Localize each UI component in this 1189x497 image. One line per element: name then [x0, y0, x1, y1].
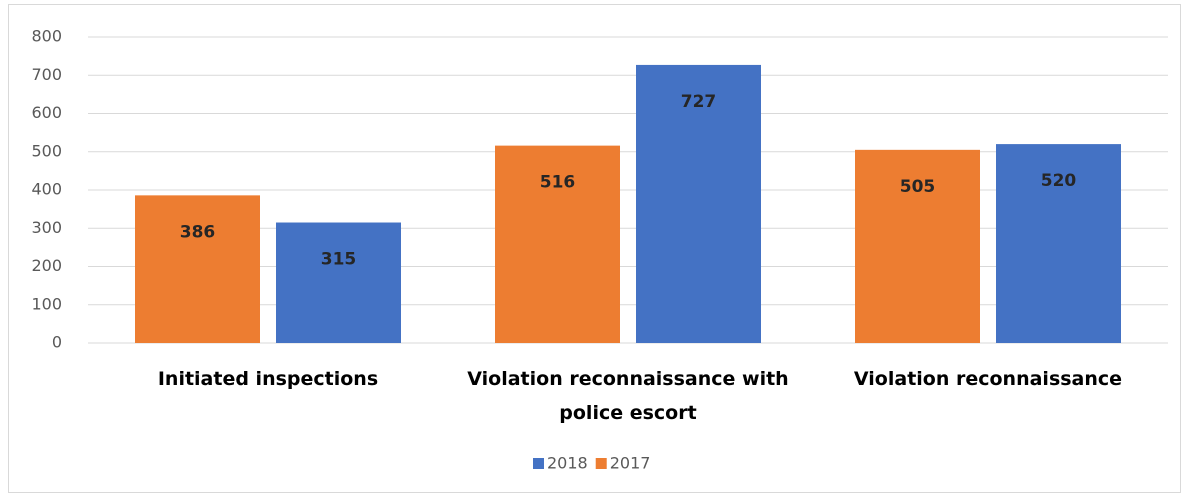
data-label: 520: [1041, 171, 1077, 191]
data-label: 727: [681, 92, 717, 112]
bar: [855, 149, 980, 343]
bar: [495, 145, 620, 343]
data-label: 386: [180, 222, 216, 242]
x-tick-label: Initiated inspections: [157, 368, 379, 390]
x-tick-label: Violation reconnaissance: [853, 368, 1123, 390]
legend-label: 2017: [610, 454, 651, 473]
x-tick-label: Violation reconnaissance with police esc…: [467, 368, 789, 424]
y-tick-label: 200: [31, 256, 62, 275]
x-label-box: Violation reconnaissance with police esc…: [467, 368, 789, 424]
y-tick-label: 500: [31, 141, 62, 160]
x-label-box: Initiated inspections: [157, 368, 379, 390]
y-tick-label: 800: [31, 27, 62, 46]
bar: [636, 64, 761, 344]
legend-swatch: [595, 458, 607, 469]
data-label: 315: [321, 250, 357, 270]
legend-swatch: [533, 458, 544, 469]
data-label: 505: [900, 177, 936, 197]
bar: [996, 144, 1121, 343]
bar: [135, 195, 260, 343]
data-label: 516: [540, 173, 576, 193]
x-label-box: Violation reconnaissance: [853, 368, 1123, 390]
y-tick-label: 600: [31, 103, 62, 122]
y-tick-label: 400: [31, 180, 62, 199]
y-tick-label: 700: [31, 65, 62, 84]
legend-label: 2018: [547, 454, 588, 473]
bar: [276, 222, 401, 343]
y-tick-label: 0: [52, 333, 62, 352]
y-tick-label: 100: [31, 294, 62, 313]
y-tick-label: 300: [31, 218, 62, 237]
